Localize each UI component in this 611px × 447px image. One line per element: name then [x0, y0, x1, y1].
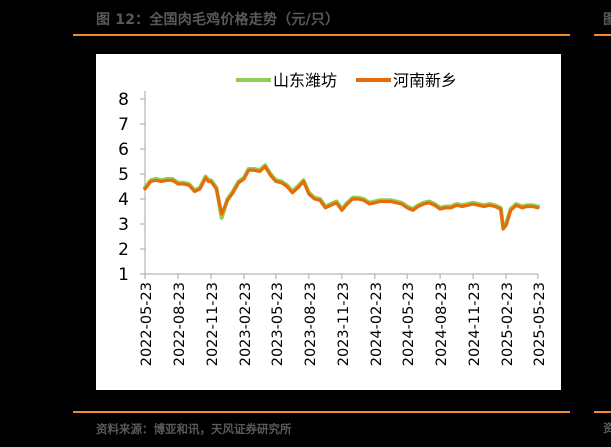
- source-note: 资料来源：博亚和讯，天风证券研究所: [96, 422, 292, 436]
- series-lines: [143, 163, 540, 231]
- clipped-next-figure-title: 图: [603, 12, 611, 28]
- x-tick-label: 2023-11-23: [336, 282, 352, 366]
- x-tick-label: 2022-05-23: [139, 282, 155, 366]
- x-tick-label: 2022-08-23: [172, 282, 188, 366]
- series-line: [143, 163, 540, 230]
- y-tick-label: 5: [118, 165, 129, 185]
- y-tick-label: 6: [118, 140, 129, 160]
- legend-label: 河南新乡: [393, 71, 457, 90]
- figure-title: 图 12：全国肉毛鸡价格走势（元/只）: [96, 12, 340, 28]
- x-tick-label: 2023-02-23: [238, 282, 254, 366]
- y-tick-label: 7: [118, 115, 129, 135]
- top-rule-right: [594, 34, 611, 36]
- x-tick-label: 2025-02-23: [500, 282, 516, 366]
- x-tick-label: 2025-05-23: [532, 282, 548, 366]
- series-line: [143, 164, 540, 231]
- y-axis: 1 2 3 4 5 6 7 8: [118, 90, 146, 285]
- x-axis: 2022-05-23 2022-08-23 2022-11-23 2023-02-23…: [139, 273, 548, 366]
- x-tick-label: 2023-05-23: [270, 282, 286, 366]
- bottom-rule-right: [594, 411, 611, 413]
- x-tick-label: 2024-08-23: [434, 282, 450, 366]
- y-tick-label: 8: [118, 90, 129, 110]
- top-rule: [73, 34, 570, 36]
- x-tick-label: 2023-08-23: [303, 282, 319, 366]
- y-tick-label: 1: [118, 265, 129, 285]
- bottom-rule: [73, 411, 570, 413]
- x-tick-label: 2024-05-23: [401, 282, 417, 366]
- clipped-next-source: 资: [603, 421, 611, 435]
- legend-label: 山东潍坊: [273, 71, 337, 90]
- x-tick-label: 2024-11-23: [467, 282, 483, 366]
- y-tick-label: 4: [118, 190, 129, 210]
- y-tick-label: 2: [118, 240, 129, 260]
- chart-legend: 山东潍坊 河南新乡: [236, 71, 457, 90]
- y-tick-label: 3: [118, 215, 129, 235]
- x-tick-label: 2024-02-23: [369, 282, 385, 366]
- x-tick-label: 2022-11-23: [205, 282, 221, 366]
